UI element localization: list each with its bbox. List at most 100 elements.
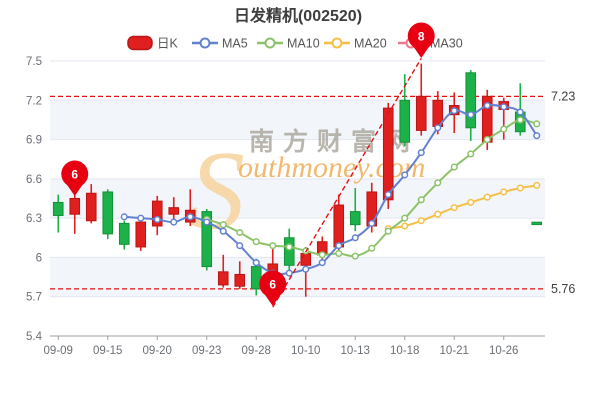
- candle: [217, 254, 229, 288]
- y-axis-label: 6: [36, 252, 42, 264]
- candle-body: [300, 252, 312, 266]
- ma20-marker: [450, 204, 458, 212]
- ma10-marker: [467, 150, 475, 158]
- watermark-s-glyph: S: [189, 129, 245, 253]
- x-axis-label: 09-28: [242, 345, 271, 357]
- candle-body: [399, 99, 411, 143]
- legend-label: MA30: [430, 37, 463, 51]
- ma5-marker: [401, 171, 409, 179]
- legend-label: 日K: [157, 37, 179, 51]
- legend-item-ma5[interactable]: MA5: [192, 37, 248, 51]
- ma10-marker: [252, 238, 260, 246]
- legend-label: MA10: [287, 37, 320, 51]
- ma5-marker: [252, 259, 260, 267]
- signal-pin: 8: [407, 22, 435, 58]
- ma10-marker: [483, 136, 491, 144]
- candle: [151, 195, 163, 236]
- ma20-marker: [483, 193, 491, 201]
- legend-item-ma20[interactable]: MA20: [324, 37, 387, 51]
- y-axis-label: 7.2: [26, 95, 42, 107]
- candle-body: [52, 201, 64, 217]
- candle-body: [382, 107, 394, 201]
- ma5-marker: [516, 108, 524, 116]
- ma10-marker: [351, 252, 359, 260]
- ma10-marker: [434, 179, 442, 187]
- ma5-marker: [153, 215, 161, 223]
- ma20-marker: [417, 217, 425, 225]
- candle: [465, 70, 477, 141]
- legend-item-日k[interactable]: 日K: [127, 35, 179, 51]
- ma10-marker: [417, 196, 425, 204]
- ma10-marker: [384, 227, 392, 235]
- legend-item-ma10[interactable]: MA10: [257, 37, 320, 51]
- x-axis-label: 10-21: [440, 345, 469, 357]
- candle: [52, 194, 64, 233]
- ma5-marker: [434, 124, 442, 132]
- ma20-marker: [500, 188, 508, 196]
- y-axis-label: 6.6: [26, 174, 42, 186]
- candle: [531, 221, 543, 226]
- ma5-marker: [302, 265, 310, 273]
- candle-body: [102, 191, 114, 235]
- ma20-marker: [533, 181, 541, 189]
- candle-body: [333, 204, 345, 248]
- ma20-marker: [434, 210, 442, 218]
- ma5-marker: [417, 149, 425, 157]
- pin-bulb: [61, 160, 89, 188]
- ma5-marker: [285, 269, 293, 277]
- price-line-label: 7.23: [551, 89, 575, 103]
- x-axis-label: 09-09: [44, 345, 73, 357]
- ma10-marker: [500, 125, 508, 133]
- legend-label: MA20: [354, 37, 387, 51]
- ma-lines: [120, 101, 541, 277]
- candle: [283, 228, 295, 274]
- ma5-marker: [351, 234, 359, 242]
- plot-band: [50, 178, 545, 219]
- candle-body: [217, 271, 229, 286]
- ma5-marker: [384, 191, 392, 199]
- ma5-marker: [335, 242, 343, 250]
- x-axis-label: 10-10: [291, 345, 320, 357]
- ma10-legend-marker: [264, 37, 276, 49]
- ma5-marker: [500, 103, 508, 111]
- candle-body: [69, 197, 81, 215]
- plot-band: [50, 100, 545, 140]
- pin-number: 8: [418, 30, 425, 44]
- ma20-marker: [467, 198, 475, 206]
- y-axis-label: 6.3: [26, 213, 42, 225]
- ma10-marker: [269, 242, 277, 250]
- ma5-marker: [203, 218, 211, 226]
- candle-body: [465, 72, 477, 129]
- watermark-english-text: outhmoney.com: [238, 151, 425, 184]
- candle: [102, 189, 114, 240]
- x-axis-label: 09-23: [192, 345, 221, 357]
- ma20-legend-marker: [331, 37, 343, 49]
- ma5-marker: [450, 107, 458, 115]
- candle: [85, 184, 97, 224]
- chart-title: 日发精机(002520): [234, 6, 362, 25]
- ma5-marker: [170, 218, 178, 226]
- pin-bulb: [407, 22, 435, 50]
- ma5-legend-marker: [199, 37, 211, 49]
- ma10-marker: [450, 163, 458, 171]
- candle: [234, 261, 246, 289]
- ma10-marker: [401, 214, 409, 222]
- ma10-marker: [533, 120, 541, 128]
- candle-body: [234, 273, 246, 287]
- x-axis-label: 09-20: [143, 345, 172, 357]
- ma10-marker: [335, 249, 343, 258]
- candle: [415, 63, 427, 136]
- ma10-marker: [318, 251, 326, 259]
- signal-pin: 6: [61, 160, 89, 196]
- ma10-marker: [219, 221, 227, 229]
- x-axis-label: 10-18: [390, 345, 419, 357]
- signal-pin: 6: [259, 270, 287, 306]
- ma5-marker: [137, 214, 145, 222]
- ma20-line: [388, 184, 537, 230]
- candle-body: [415, 95, 427, 131]
- y-axis-label: 6.9: [26, 135, 42, 147]
- plot-area: 7.5 7.2 6.9 6.6 6.3 6 5.7 5.4 S 南方财富网outhmoney.co…: [26, 56, 575, 357]
